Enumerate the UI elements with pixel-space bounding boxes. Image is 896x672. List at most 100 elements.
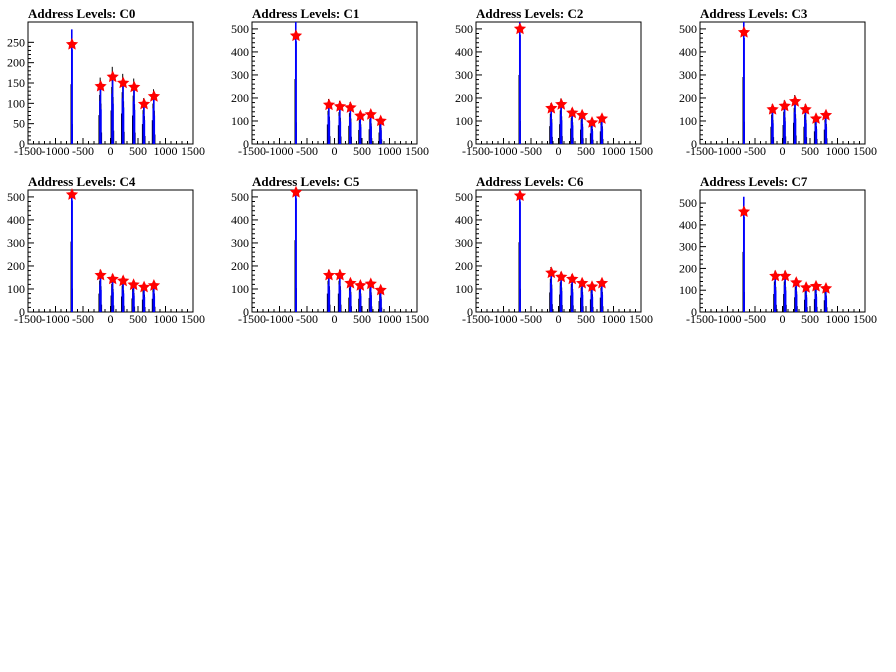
x-tick-label: 500: [353, 312, 371, 326]
chart-panel: Address Levels: C50100200300400500-1500-…: [231, 174, 429, 326]
chart-title: Address Levels: C1: [252, 6, 359, 21]
x-tick-label: -1500: [686, 312, 714, 326]
y-tick-label: 0: [19, 305, 25, 319]
x-tick-label: 1500: [629, 144, 653, 158]
y-tick-label: 100: [455, 114, 473, 128]
y-tick-label: 200: [455, 259, 473, 273]
peak-marker-star: [779, 269, 792, 282]
peak-marker-star: [737, 25, 751, 38]
chart-title: Address Levels: C3: [700, 6, 808, 21]
peak-marker-star: [322, 98, 336, 111]
y-tick-label: 400: [679, 45, 697, 59]
peak-marker-star: [137, 97, 151, 110]
peak-marker-star: [555, 97, 568, 110]
y-tick-label: 400: [231, 45, 249, 59]
x-tick-label: 0: [780, 144, 786, 158]
x-tick-label: -1000: [42, 312, 70, 326]
y-tick-label: 250: [7, 35, 25, 49]
y-tick-label: 400: [455, 45, 473, 59]
x-tick-label: -1000: [266, 312, 294, 326]
x-tick-label: 1500: [629, 312, 653, 326]
peak-marker-star: [769, 269, 782, 282]
x-tick-label: -1000: [266, 144, 294, 158]
x-tick-label: -1000: [714, 312, 742, 326]
x-tick-label: -500: [744, 312, 766, 326]
peak-marker-star: [127, 278, 140, 291]
y-tick-label: 50: [13, 117, 25, 131]
y-tick-label: 400: [679, 218, 697, 232]
x-tick-label: -1000: [714, 144, 742, 158]
peak-marker-star: [344, 101, 357, 113]
y-tick-label: 500: [679, 196, 697, 210]
x-tick-label: 0: [556, 144, 562, 158]
y-tick-label: 100: [455, 282, 473, 296]
y-tick-label: 300: [231, 236, 249, 250]
x-tick-label: 0: [108, 312, 114, 326]
x-tick-label: 1000: [602, 144, 626, 158]
x-tick-label: -1000: [490, 144, 518, 158]
peak-marker-star: [575, 276, 589, 289]
chart-panel: Address Levels: C40100200300400500-1500-…: [7, 174, 205, 326]
peak-marker-star: [799, 103, 812, 115]
peak-marker-star: [737, 205, 751, 217]
peak-marker-star: [94, 268, 107, 281]
x-tick-label: 1000: [826, 144, 850, 158]
peak-marker-star: [344, 276, 357, 289]
y-tick-label: 200: [679, 261, 697, 275]
peak-marker-star: [809, 279, 823, 292]
x-tick-label: 1000: [154, 312, 178, 326]
peak-marker-star: [585, 116, 599, 128]
x-tick-label: -500: [744, 144, 766, 158]
peak-marker-star: [322, 268, 336, 281]
x-tick-label: 1000: [378, 144, 402, 158]
peak-marker-star: [513, 189, 527, 201]
peak-marker-star: [289, 29, 303, 42]
x-tick-label: 0: [108, 144, 114, 158]
y-tick-label: 200: [7, 259, 25, 273]
x-tick-label: -1500: [462, 144, 490, 158]
peak-marker-star: [566, 106, 579, 119]
peak-marker-star: [799, 281, 813, 293]
x-tick-label: 500: [577, 312, 595, 326]
x-tick-label: -500: [296, 144, 318, 158]
chart-title: Address Levels: C7: [700, 174, 808, 189]
x-tick-label: 1500: [181, 312, 205, 326]
y-tick-label: 0: [19, 137, 25, 151]
peak-marker-star: [585, 280, 599, 292]
peak-marker-star: [116, 274, 130, 287]
peak-marker-star: [595, 112, 609, 124]
y-tick-label: 100: [679, 283, 697, 297]
y-tick-label: 500: [231, 22, 249, 36]
x-tick-label: 1500: [405, 312, 429, 326]
chart-panel: Address Levels: C0 0 50 100 150 200 250 -1500 -1…: [7, 6, 205, 158]
y-tick-label: 200: [231, 91, 249, 105]
plot-frame: [699, 189, 866, 313]
peak-marker-star: [545, 101, 558, 114]
y-tick-label: 200: [455, 91, 473, 105]
chart-title: Address Levels: C2: [476, 6, 583, 21]
peak-marker-star: [778, 99, 791, 112]
y-tick-label: 100: [231, 282, 249, 296]
peak-marker-star: [566, 272, 579, 285]
y-tick-label: 200: [231, 259, 249, 273]
peak-marker-star: [513, 22, 527, 35]
y-tick-label: 300: [679, 240, 697, 254]
x-tick-label: 500: [353, 144, 371, 158]
x-tick-label: -500: [72, 312, 94, 326]
y-tick-label: 0: [691, 137, 697, 151]
x-tick-label: -500: [296, 312, 318, 326]
x-tick-label: 1500: [853, 144, 877, 158]
peak-marker-star: [116, 76, 130, 89]
peak-marker-star: [575, 108, 589, 121]
y-tick-label: 300: [455, 68, 473, 82]
y-tick-label: 500: [455, 190, 473, 204]
x-tick-label: 1500: [405, 144, 429, 158]
peak-marker-star: [374, 283, 387, 296]
y-tick-label: 300: [455, 236, 473, 250]
x-tick-label: -1500: [462, 312, 490, 326]
plot-frame: [251, 189, 418, 313]
x-tick-label: 500: [129, 312, 147, 326]
chart-title: Address Levels: C4: [28, 174, 136, 189]
peak-marker-star: [333, 100, 347, 112]
